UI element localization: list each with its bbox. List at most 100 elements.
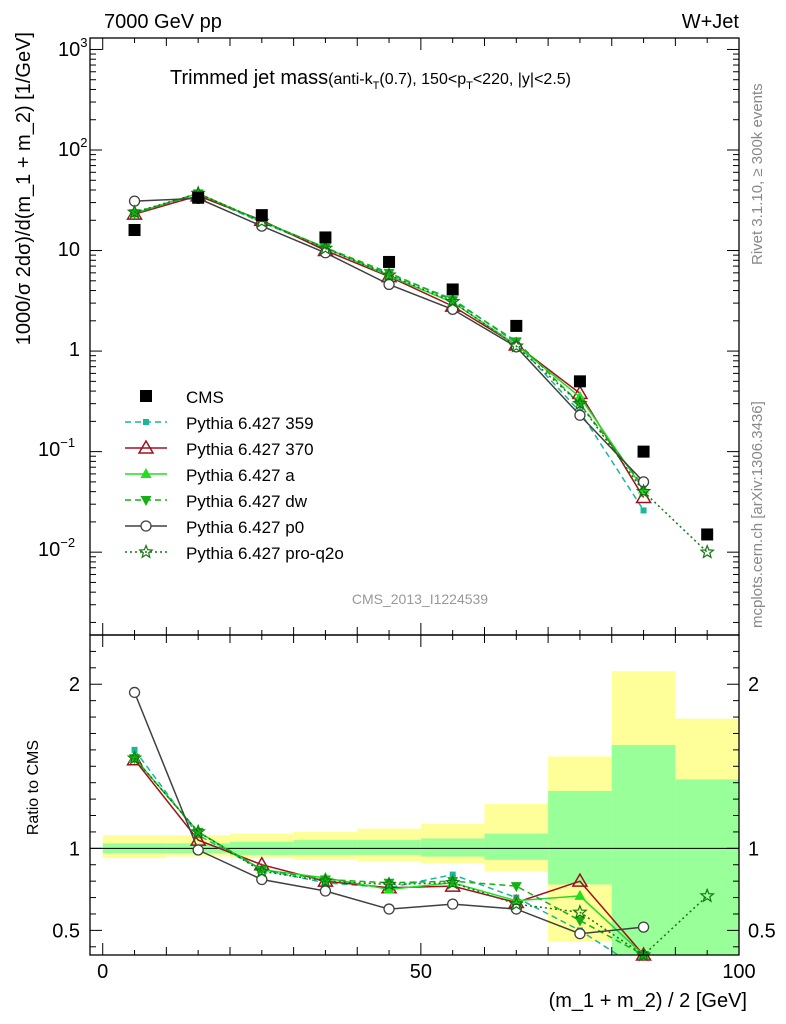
legend-label: Pythia 6.427 dw [186,492,308,511]
main-series-6 [126,185,716,559]
ratio-y-tick-label-group: 0.5 0.5 1 1 2 2 [52,674,776,942]
ratio-frame [89,634,740,956]
ratio-point [574,916,586,927]
y-tick-label-1e2: 102 [58,135,87,161]
data-point [510,319,523,332]
x-tick-label: 0 [97,961,108,983]
main-series-0 [128,191,714,541]
data-point [637,476,650,488]
rivet-version-label: Rivet 3.1.10, ≥ 300k events [749,83,766,265]
ratio-point [638,951,650,961]
mcplots-label: mcplots.cern.ch [arXiv:1306.3436] [749,401,766,628]
y-tick-label-10: 10 [58,239,80,261]
ratio-point [192,844,204,856]
title-sub2: T [466,80,473,92]
legend-entry: Pythia 6.427 p0 [125,518,304,537]
legend-entry: Pythia 6.427 a [125,466,295,485]
data-point [447,296,459,307]
y-tick-label-1e-1: 10−1 [38,435,75,461]
data-point [699,544,716,559]
ratio-point [449,871,456,878]
legend-entry: Pythia 6.427 dw [125,492,308,511]
ratio-point [128,686,141,699]
data-point [255,209,268,222]
legend-marker [138,543,154,559]
ratio-point [192,827,204,838]
legend-label: CMS [186,388,224,407]
x-axis-label: (m_1 + m_2) / 2 [GeV] [549,990,747,1012]
ratio-point [319,885,332,897]
x-tick-labels: 0 50 100 [97,961,756,983]
ratio-band-inner [293,840,358,855]
ratio-band-inner [675,779,739,955]
data-point [573,375,586,388]
data-point [383,268,395,279]
y-tick-label-1e-2: 10−2 [38,535,75,561]
legend-label: Pythia 6.427 p0 [186,518,304,537]
ratio-point [444,874,461,890]
ratio-y-tick-label: 1 [69,838,80,860]
data-point [381,266,397,282]
ratio-point [574,889,586,900]
legend-marker [143,419,149,425]
ratio-point [447,877,459,888]
ratio-y-tick-label-right: 2 [748,674,759,696]
ratio-point [131,746,138,753]
data-point [701,528,714,541]
main-y-tick-labels: 103 102 10 1 10−1 10−2 [38,35,87,561]
data-point [508,337,525,353]
data-point [128,224,141,237]
main-y-axis-label: 1000/σ 2dσ)/d(m_1 + m_2) [1/GeV] [13,32,35,345]
title-part1: (anti-k [328,71,373,88]
ratio-point [637,921,650,933]
legend-marker [137,439,155,454]
legend-marker [140,520,152,532]
legend-label: Pythia 6.427 a [186,466,295,485]
ratio-band-inner [611,744,676,955]
ratio-band-inner [357,840,421,855]
legend-entry: Pythia 6.427 370 [125,439,314,459]
legend-marker [140,468,152,478]
x-tick-label: 100 [722,961,755,983]
legend-marker [140,496,152,506]
data-point [383,278,395,291]
title-main: Trimmed jet mass [170,67,328,89]
data-point [574,399,586,410]
legend-entry: Pythia 6.427 359 [125,414,314,433]
ratio-y-tick-label: 2 [69,674,80,696]
y-tick-label-1e-2-base: 10 [38,539,60,561]
y-tick-label-1e-1-exp: −1 [60,435,75,450]
data-point [126,204,143,219]
y-tick-label-1e3: 103 [58,35,87,61]
process-label: W+Jet [682,11,740,33]
ratio-point [383,903,395,915]
legend-entry: CMS [140,388,224,407]
ratio-y-tick-label-right: 0.5 [748,920,776,942]
ratio-band-inner [484,833,549,860]
data-point [574,409,586,421]
ratio-point [447,898,459,910]
data-point [192,191,205,204]
ratio-point [381,876,397,892]
ratio-point [574,928,586,940]
plot-title: Trimmed jet mass(anti-kT(0.7), 150<pT<22… [170,67,571,92]
data-point [572,395,588,411]
legend-entry: Pythia 6.427 pro-q2o [125,543,344,563]
data-point [129,209,141,220]
ratio-point [317,873,334,888]
ratio-point [699,887,716,903]
y-tick-label-1: 1 [69,339,80,361]
ratio-point [190,823,206,839]
ratio-point [635,946,652,962]
y-tick-label-1e2-base: 10 [58,139,80,161]
legend-label: Pythia 6.427 359 [186,414,314,433]
legend-label: Pythia 6.427 pro-q2o [186,544,344,563]
title-part2: (0.7), 150<p [379,71,466,88]
data-point [446,283,459,296]
ratio-y-tick-label: 0.5 [52,920,80,942]
axes-frames [89,37,740,956]
y-tick-label-1e2-exp: 2 [80,135,87,150]
legend-label: Pythia 6.427 370 [186,440,314,459]
y-tick-label-1e-2-exp: −2 [60,535,75,550]
